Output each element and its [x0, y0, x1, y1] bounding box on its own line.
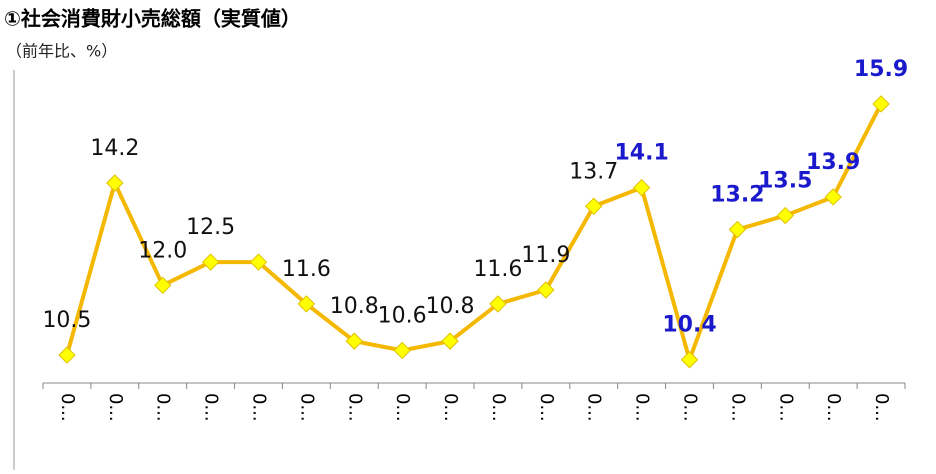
x-tick-label: 0... — [344, 393, 365, 422]
x-tick-label: 0... — [871, 393, 892, 422]
value-label: 13.9 — [806, 150, 860, 175]
x-tick-label: 0... — [201, 393, 222, 422]
value-label: 12.0 — [138, 238, 187, 263]
value-label: 12.5 — [186, 215, 235, 240]
marker — [728, 220, 747, 239]
marker — [441, 332, 459, 350]
marker — [393, 341, 411, 360]
value-label: 10.8 — [330, 294, 379, 319]
x-tick-label: 0... — [249, 393, 270, 422]
marker — [201, 253, 220, 271]
marker — [154, 276, 172, 295]
marker — [106, 174, 124, 192]
x-tick-label: 0... — [296, 393, 317, 422]
series-line — [65, 103, 883, 362]
marker — [537, 281, 555, 299]
marker — [680, 351, 699, 369]
x-tick-label: 0... — [392, 393, 413, 422]
value-label: 10.4 — [662, 313, 716, 338]
marker — [632, 178, 651, 197]
x-tick-label: 0... — [823, 393, 844, 422]
marker — [489, 295, 507, 313]
marker — [345, 332, 363, 350]
value-label: 13.5 — [758, 169, 812, 194]
marker — [872, 95, 890, 113]
marker — [297, 295, 316, 313]
value-label: 14.1 — [614, 141, 668, 166]
value-label: 10.6 — [378, 303, 427, 328]
x-tick-label: 0... — [775, 393, 796, 422]
x-tick-label: 0... — [536, 393, 557, 422]
x-tick-label: 0... — [680, 393, 701, 422]
marker — [249, 253, 268, 271]
x-tick-label: 0... — [57, 393, 78, 422]
x-tick-label: 0... — [105, 393, 126, 422]
x-tick-label: 0... — [584, 393, 605, 422]
marker — [824, 188, 842, 206]
marker — [776, 206, 794, 225]
marker — [58, 346, 76, 364]
value-label: 15.9 — [854, 57, 908, 82]
value-label: 13.2 — [710, 183, 764, 208]
x-tick-label: 0... — [488, 393, 509, 422]
value-label: 11.6 — [282, 257, 331, 282]
chart-title: ①社会消費財小売総額（実質値） — [4, 7, 301, 31]
x-tick-label: 0... — [727, 393, 748, 422]
x-tick-label: 0... — [632, 393, 653, 422]
value-label: 14.2 — [90, 136, 139, 161]
value-label: 13.7 — [569, 159, 618, 184]
x-tick-label: 0... — [153, 393, 174, 422]
value-label: 10.8 — [426, 294, 475, 319]
marker — [585, 197, 603, 215]
value-label: 11.9 — [521, 243, 570, 268]
x-tick-label: 0... — [440, 393, 461, 422]
value-label: 10.5 — [42, 308, 91, 333]
value-label: 11.6 — [473, 257, 522, 282]
chart-subtitle: （前年比、%） — [6, 42, 117, 61]
